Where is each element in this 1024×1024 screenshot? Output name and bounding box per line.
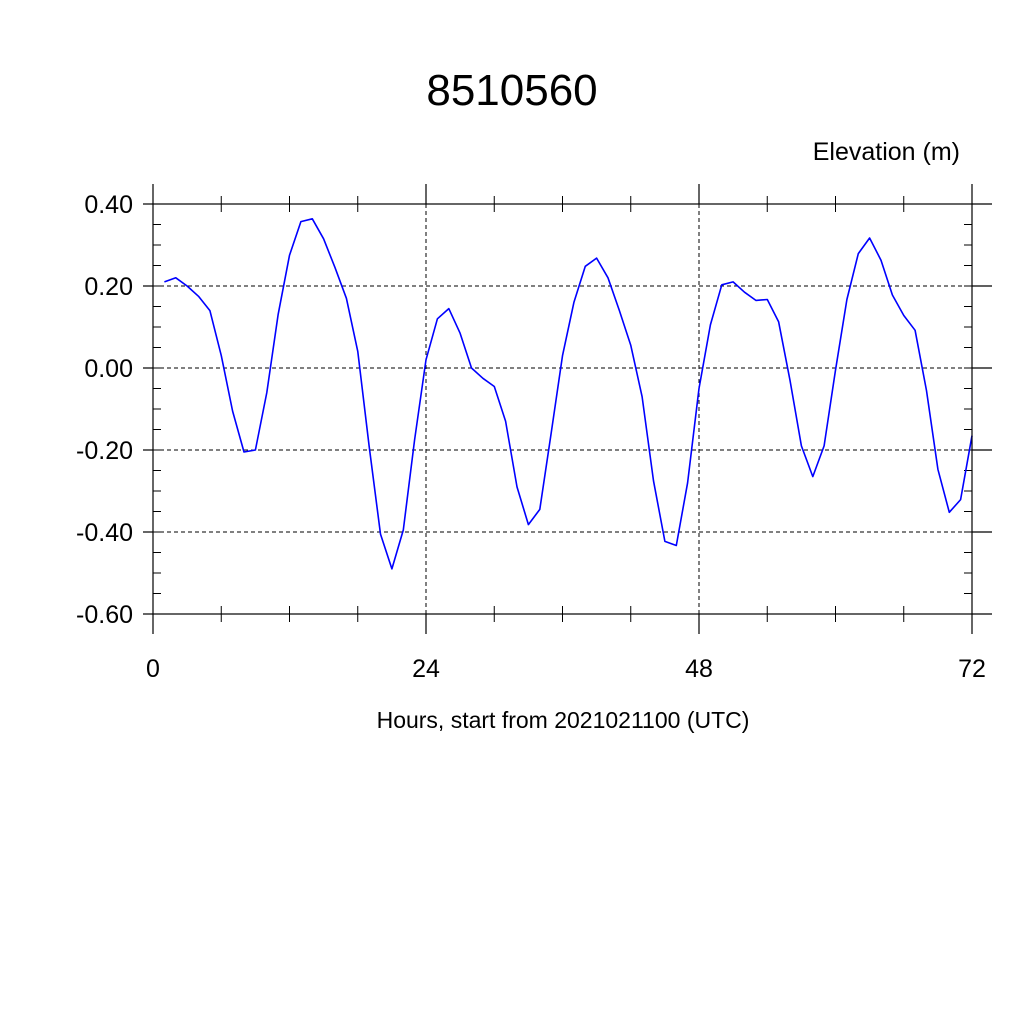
grid-lines: [152, 203, 973, 615]
x-tick-label: 72: [958, 655, 986, 683]
series-group: [164, 218, 973, 570]
y-tick-label: 0.20: [84, 273, 133, 301]
y-tick-label: 0.40: [84, 191, 133, 219]
y-tick-label: -0.40: [76, 519, 133, 547]
plot-frame: [152, 203, 973, 615]
x-tick-label: 0: [146, 655, 160, 683]
y-tick-label: 0.00: [84, 355, 133, 383]
chart-title: 8510560: [426, 66, 598, 115]
y-tick-label: -0.20: [76, 437, 133, 465]
y-axis-label: Elevation (m): [812, 138, 960, 166]
x-tick-label: 24: [412, 655, 440, 683]
x-tick-label: 48: [685, 655, 713, 683]
axis-ticks: [143, 184, 992, 634]
x-axis-label: Hours, start from 2021021100 (UTC): [376, 707, 750, 733]
y-tick-label: -0.60: [76, 601, 133, 629]
tick-labels: 0.40 0.20 0.00 -0.20 -0.40 -0.60 0 24 48 72: [76, 191, 986, 683]
elevation-series-line: [164, 218, 973, 570]
